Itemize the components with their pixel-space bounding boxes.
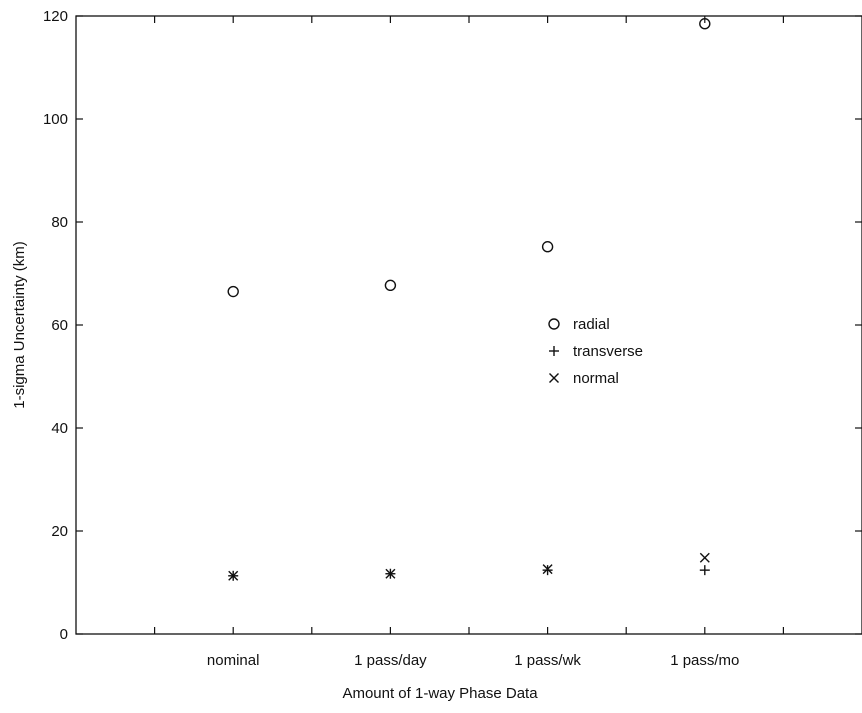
y-tick-label: 120 xyxy=(43,8,68,25)
y-tick-label: 80 xyxy=(51,214,68,231)
legend-transverse-label: transverse xyxy=(573,343,643,360)
x-tick-labels: nominal 1 pass/day 1 pass/wk 1 pass/mo xyxy=(207,652,739,669)
plot-frame xyxy=(75,15,862,635)
legend-radial-label: radial xyxy=(573,316,610,333)
radial-marker xyxy=(699,18,711,30)
y-axis-label: 1-sigma Uncertainty (km) xyxy=(11,241,28,409)
y-tick-label: 0 xyxy=(60,626,68,643)
x-tick-label: 1 pass/mo xyxy=(670,652,739,669)
legend-transverse-marker xyxy=(549,346,559,356)
y-tick-label: 20 xyxy=(51,523,68,540)
normal-marker xyxy=(542,564,553,575)
legend-normal-label: normal xyxy=(573,370,619,387)
radial-marker xyxy=(541,241,554,253)
transverse-marker xyxy=(699,565,710,576)
legend-radial-marker xyxy=(548,318,560,330)
data-markers xyxy=(227,18,711,581)
x-tick-label: nominal xyxy=(207,652,260,669)
x-axis-label: Amount of 1-way Phase Data xyxy=(342,685,538,702)
legend-normal-marker xyxy=(549,373,559,383)
y-tick-label: 100 xyxy=(43,111,68,128)
radial-marker xyxy=(227,285,239,298)
normal-marker xyxy=(699,552,710,563)
tick-marks xyxy=(76,15,862,635)
normal-marker xyxy=(385,568,396,579)
x-tick-label: 1 pass/wk xyxy=(514,652,581,669)
y-tick-label: 60 xyxy=(51,317,68,334)
transverse-marker xyxy=(542,565,553,576)
y-tick-labels: 0 20 40 60 80 100 120 xyxy=(43,8,68,643)
y-tick-label: 40 xyxy=(51,420,68,437)
radial-marker xyxy=(384,279,397,292)
normal-marker xyxy=(228,570,239,581)
x-tick-label: 1 pass/day xyxy=(354,652,427,669)
legend: radial transverse normal xyxy=(548,316,643,387)
